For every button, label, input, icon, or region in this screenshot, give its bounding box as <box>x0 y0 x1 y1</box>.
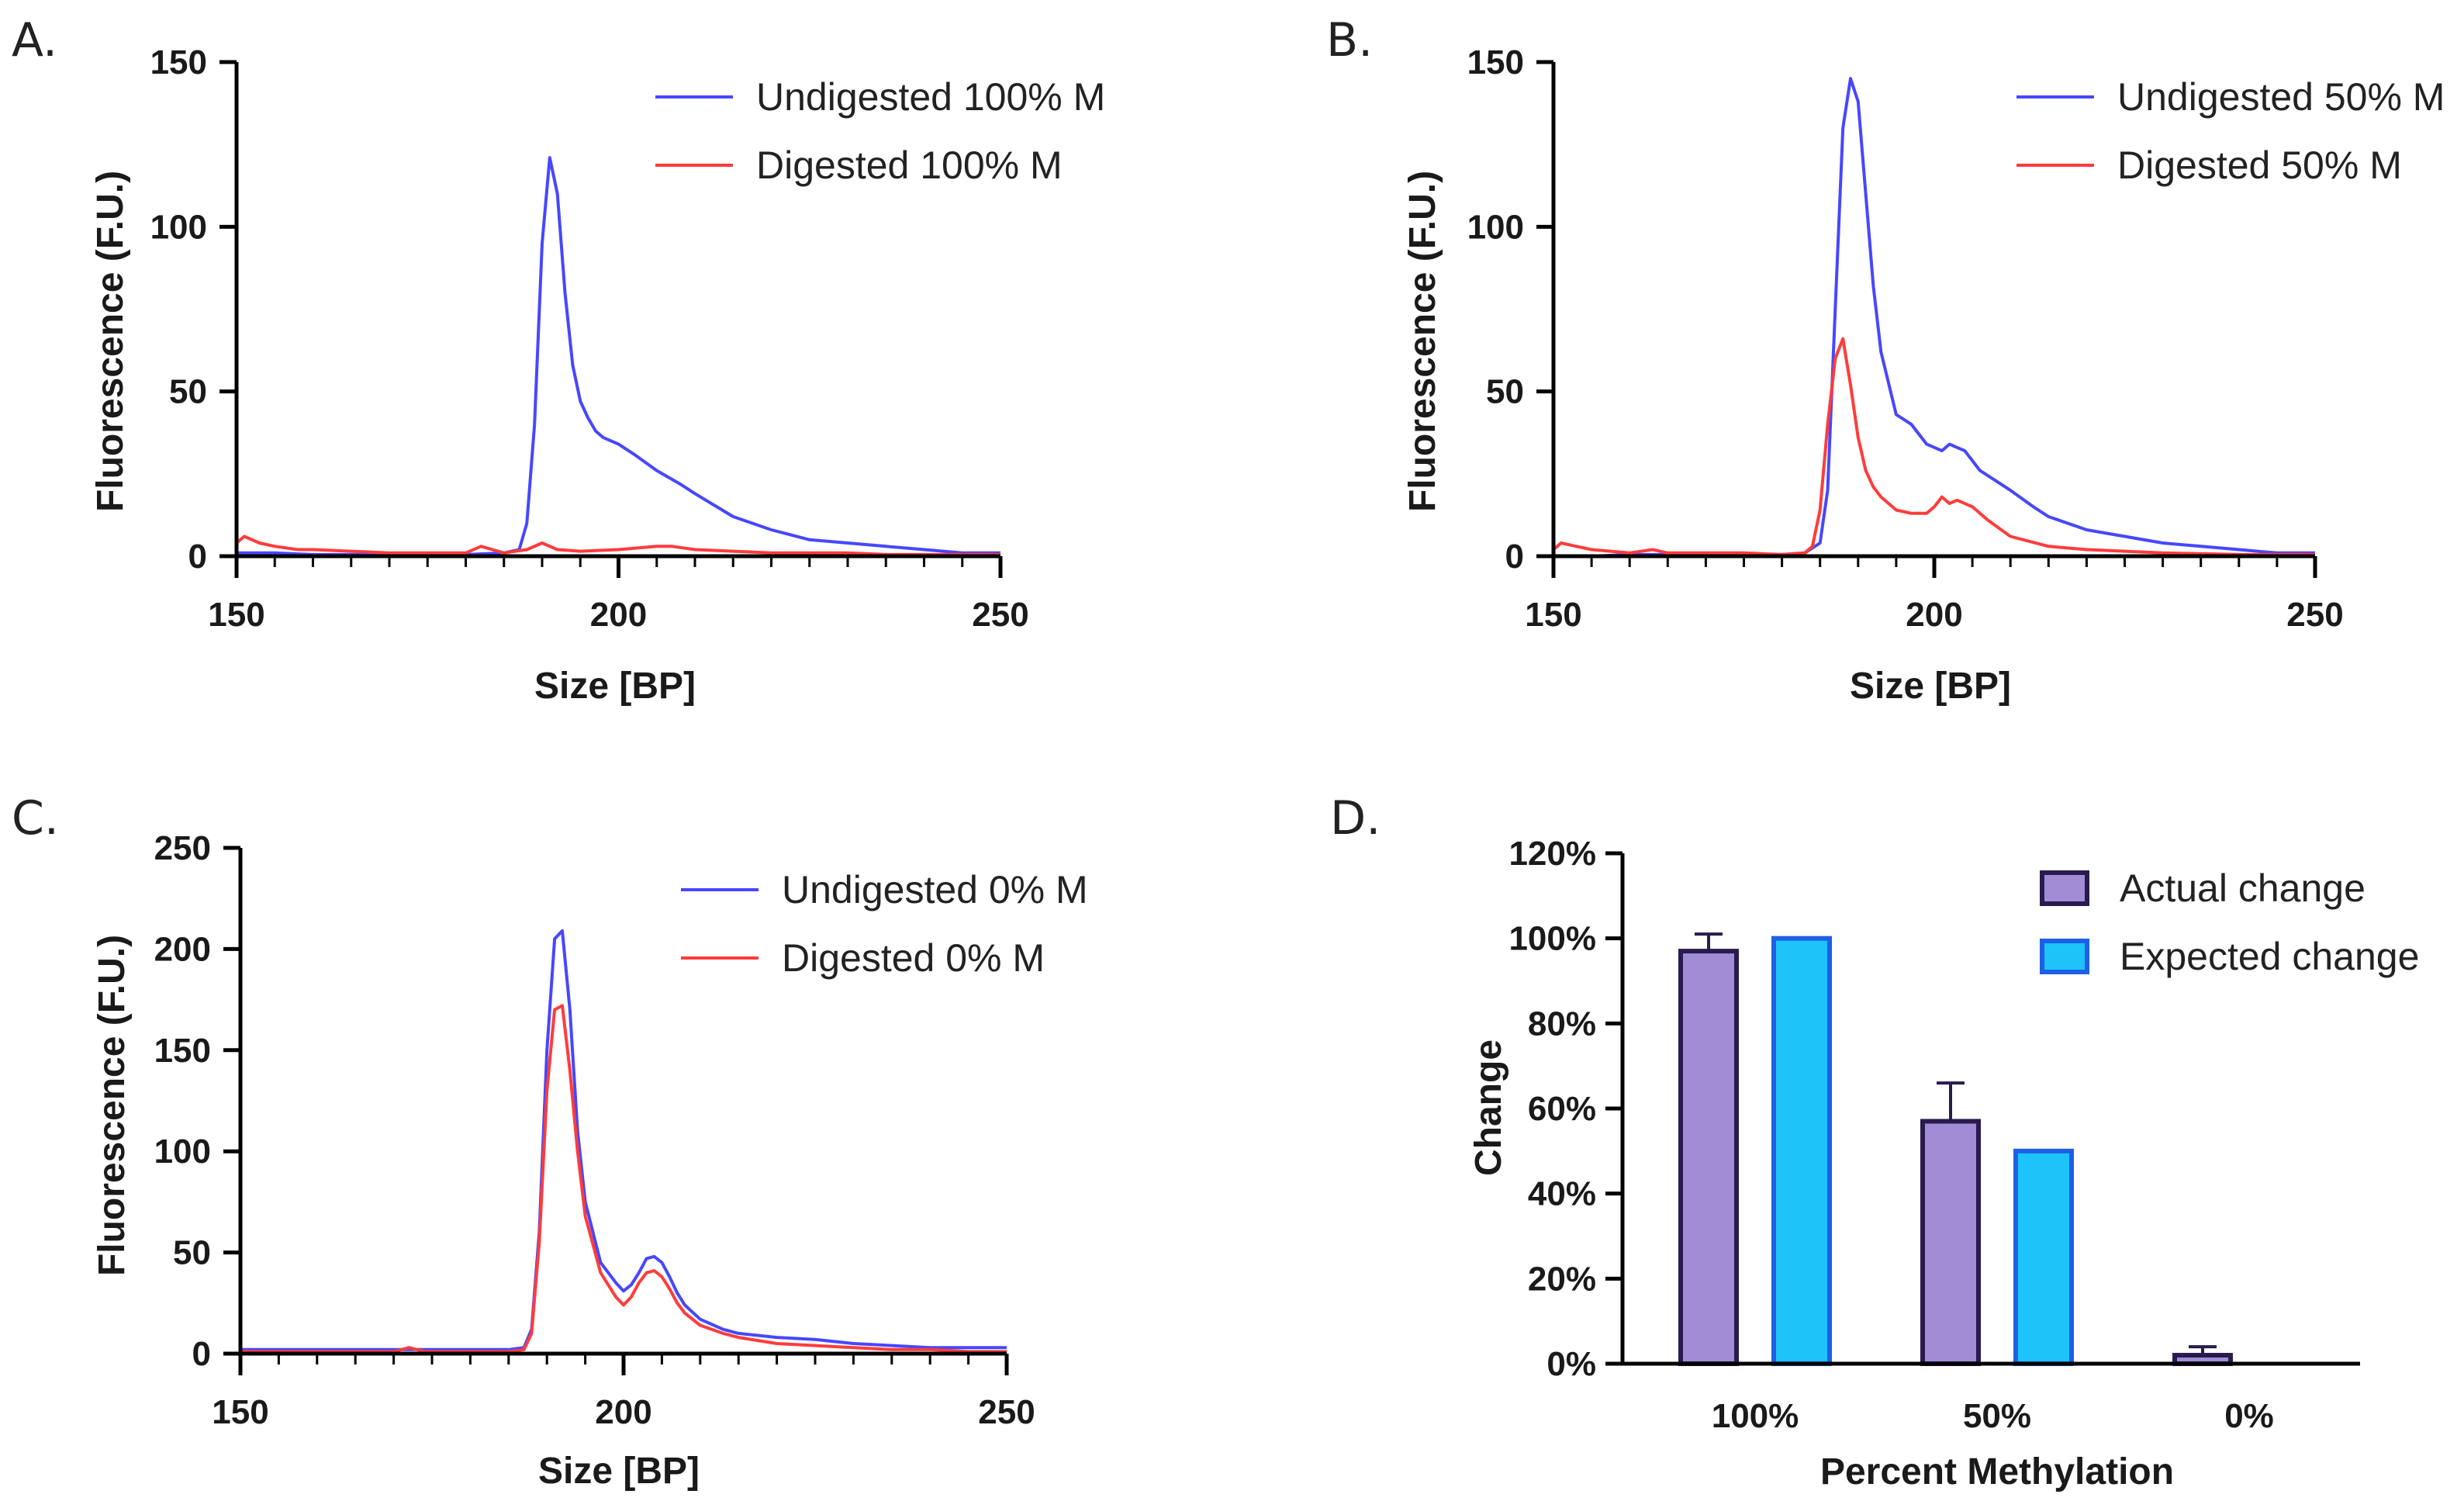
bar <box>1678 949 1739 1367</box>
series-line <box>237 156 1000 556</box>
y-tick-label: 100% <box>1508 920 1596 958</box>
y-tick-label: 200 <box>154 930 211 968</box>
y-tick-label: 150 <box>154 1032 211 1070</box>
y-tick-label: 100 <box>154 1133 211 1171</box>
series-line <box>1552 337 2315 556</box>
panel-d: D. Change Percent Methylation 100% 50% 0% 0… <box>1330 791 2419 1492</box>
x-axis-title: Size [BP] <box>1850 666 2011 707</box>
panel-label: A. <box>12 13 57 67</box>
y-tick-label: 0 <box>188 538 207 576</box>
x-tick-label: 150 <box>1525 596 1581 634</box>
x-tick-label: 150 <box>208 596 264 634</box>
legend-label: Digested 50% M <box>2117 144 2402 187</box>
y-tick-label: 120% <box>1508 835 1596 873</box>
panel-label: C. <box>12 791 59 846</box>
x-tick-label: 250 <box>2286 596 2343 634</box>
y-tick-label: 100 <box>150 208 207 246</box>
y-tick-label: 0 <box>192 1335 211 1373</box>
y-tick-label: 80% <box>1528 1005 1596 1043</box>
panel-label: B. <box>1326 13 1373 67</box>
y-tick-label: 150 <box>150 43 207 81</box>
legend-swatch <box>2040 939 2089 974</box>
legend-label: Digested 100% M <box>756 144 1063 187</box>
panel-a: A. Fluorescence (F.U.) Size [BP] 0 50 100 1… <box>12 13 1105 707</box>
legend-label: Undigested 50% M <box>2117 75 2445 119</box>
x-axis-title: Size [BP] <box>534 666 696 707</box>
series-line <box>235 534 1000 556</box>
x-axis-title: Percent Methylation <box>1820 1451 2174 1492</box>
panel-c: C. Fluorescence (F.U.) Size [BP] 0 50 100 1… <box>12 791 1088 1492</box>
y-tick-label: 50 <box>173 1234 211 1272</box>
y-tick-label: 100 <box>1467 208 1524 246</box>
series-line <box>240 1004 1007 1354</box>
x-tick-label: 250 <box>972 596 1028 634</box>
bar <box>1771 936 1832 1366</box>
x-tick-label: 200 <box>590 596 647 634</box>
bar <box>1920 1119 1981 1366</box>
x-tick-label: 200 <box>1906 596 1962 634</box>
x-tick-label: 150 <box>212 1393 268 1431</box>
y-axis-title: Change <box>1468 1039 1509 1176</box>
x-tick-label: 50% <box>1963 1397 2031 1435</box>
y-tick-label: 0% <box>1546 1345 1596 1383</box>
legend-label: Undigested 0% M <box>782 868 1088 911</box>
legend-label: Expected change <box>2120 935 2419 978</box>
y-tick-label: 250 <box>154 829 211 867</box>
y-tick-label: 40% <box>1528 1175 1596 1213</box>
x-axis-title: Size [BP] <box>538 1451 700 1492</box>
legend-label: Undigested 100% M <box>756 75 1105 119</box>
y-tick-label: 50 <box>169 373 207 411</box>
legend-label: Digested 0% M <box>782 936 1045 980</box>
y-tick-label: 50 <box>1486 373 1524 411</box>
panel-label: D. <box>1330 791 1381 846</box>
legend-swatch <box>2040 870 2089 906</box>
bar <box>2013 1148 2074 1367</box>
legend-label: Actual change <box>2120 866 2366 910</box>
y-tick-label: 20% <box>1528 1260 1596 1298</box>
x-tick-label: 0% <box>2224 1397 2274 1435</box>
y-tick-label: 60% <box>1528 1090 1596 1128</box>
x-tick-label: 250 <box>978 1393 1035 1431</box>
panel-b: B. Fluorescence (F.U.) Size [BP] 0 50 100 1… <box>1326 13 2445 707</box>
x-tick-label: 100% <box>1712 1397 1799 1435</box>
y-axis-title: Fluorescence (F.U.) <box>90 171 131 512</box>
x-tick-label: 200 <box>595 1393 651 1431</box>
series-line <box>240 929 1007 1351</box>
y-axis-title: Fluorescence (F.U.) <box>92 935 133 1276</box>
y-axis-title: Fluorescence (F.U.) <box>1402 171 1443 512</box>
y-tick-label: 0 <box>1505 538 1524 576</box>
y-tick-label: 150 <box>1467 43 1524 81</box>
